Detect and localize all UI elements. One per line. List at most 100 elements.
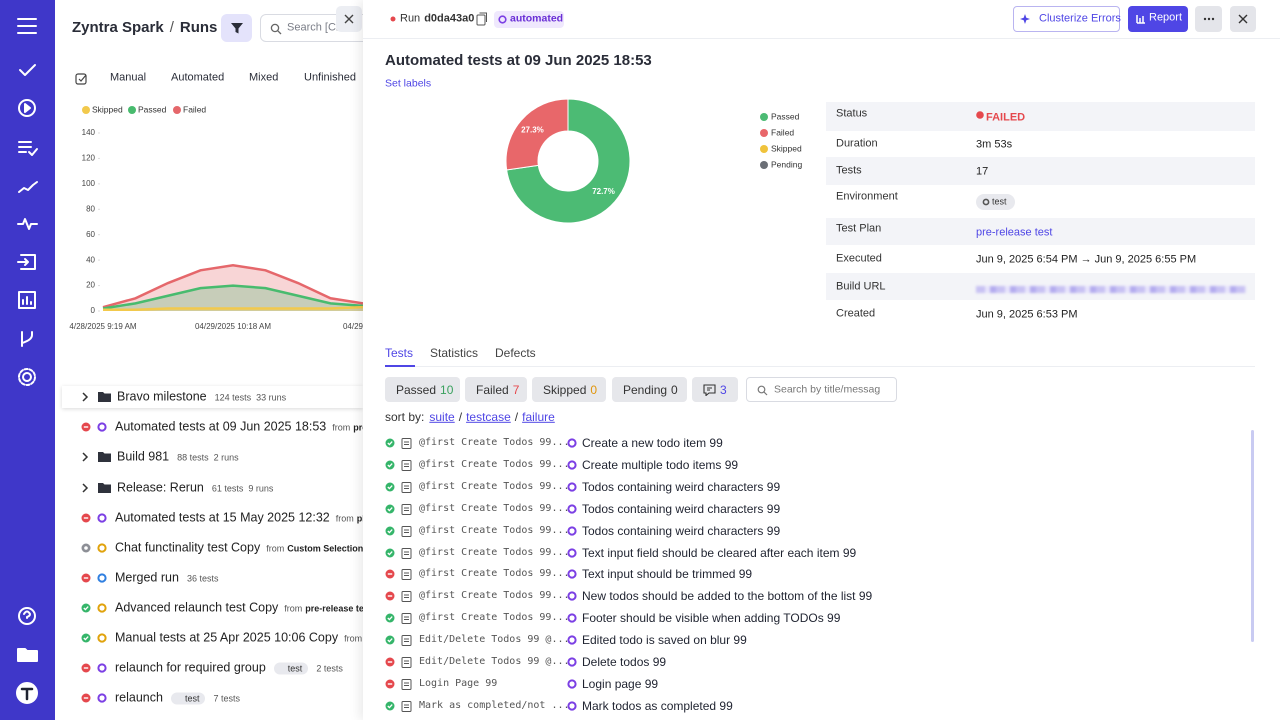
test-title[interactable]: Todos containing weird characters 99: [582, 479, 781, 494]
run-row[interactable]: relaunch test 7 tests: [115, 691, 240, 706]
test-title[interactable]: Text input should be trimmed 99: [582, 567, 753, 582]
pulse-icon[interactable]: [17, 218, 38, 230]
test-title[interactable]: Login page 99: [582, 676, 659, 691]
suite-name[interactable]: Edit/Delete Todos 99 @...: [419, 656, 570, 667]
suite-name[interactable]: Edit/Delete Todos 99 @...: [419, 634, 570, 646]
sidebar-icons: [16, 18, 38, 704]
expand-icon[interactable]: [81, 483, 89, 493]
test-title[interactable]: Create a new todo item 99: [582, 435, 723, 450]
test-plan-link[interactable]: pre-release test: [976, 226, 1053, 239]
run-type-icon: [97, 513, 107, 523]
automated-icon: [567, 701, 577, 711]
test-title[interactable]: Create multiple todo items 99: [582, 457, 739, 472]
more-icon: [1203, 17, 1215, 21]
run-type-tab[interactable]: Automated: [171, 71, 225, 84]
tests-icon[interactable]: [19, 64, 36, 76]
group-row[interactable]: Release: Rerun 61 tests 9 runs: [117, 481, 273, 496]
status-filter[interactable]: Skipped 0: [532, 377, 606, 402]
suite-name[interactable]: @first Create Todos 99...: [419, 546, 570, 558]
comments-count: 3: [720, 382, 727, 397]
test-title[interactable]: Delete todos 99: [582, 654, 667, 669]
info-label: Duration: [836, 137, 878, 150]
suite-name[interactable]: @first Create Todos 99...: [419, 458, 570, 470]
more-button[interactable]: [1195, 6, 1222, 32]
test-search[interactable]: Search by title/messag: [746, 377, 897, 402]
settings-icon[interactable]: [22, 372, 32, 382]
logo[interactable]: [16, 682, 38, 704]
run-row[interactable]: Advanced relaunch test Copy from pre-relea…: [115, 601, 363, 616]
run-header: Run d0da43a0: [400, 12, 474, 25]
expand-icon[interactable]: [81, 452, 89, 462]
group-row[interactable]: Bravo milestone 124 tests 33 runs: [117, 390, 286, 405]
select-icon[interactable]: [75, 72, 88, 85]
y-tick-label: 80: [86, 204, 95, 213]
test-title[interactable]: Todos containing weird characters 99: [582, 501, 781, 516]
close-button[interactable]: [1230, 6, 1256, 32]
run-type-tab[interactable]: Unfinished: [304, 71, 356, 84]
test-title[interactable]: Mark todos as completed 99: [582, 698, 733, 713]
test-title[interactable]: Edited todo is saved on blur 99: [582, 632, 747, 647]
test-case-icon: [401, 591, 412, 603]
close-filter-button[interactable]: [336, 6, 362, 32]
run-row[interactable]: Chat functinality test Copy from Custom Se…: [115, 541, 363, 556]
donut-slice: [506, 98, 631, 224]
expand-icon[interactable]: [81, 392, 89, 402]
suite-name[interactable]: @first Create Todos 99...: [419, 568, 570, 580]
suite-name[interactable]: @first Create Todos 99...: [419, 590, 570, 602]
run-row[interactable]: Merged run 36 tests: [115, 571, 218, 586]
suite-name[interactable]: Mark as completed/not ...: [419, 699, 570, 711]
runs-icon[interactable]: [18, 99, 36, 117]
comments-filter[interactable]: 3: [692, 377, 738, 402]
y-tick-label: 120: [82, 154, 96, 163]
status-filter[interactable]: Failed 7: [465, 377, 527, 402]
run-type-icon: [97, 422, 107, 432]
run-name: Automated tests at 15 May 2025 12:32: [115, 510, 330, 525]
run-row[interactable]: Automated tests at 09 Jun 2025 18:53 from…: [115, 420, 363, 435]
suite-name[interactable]: @first Create Todos 99...: [419, 524, 570, 536]
info-label: Test Plan: [836, 222, 882, 235]
suite-name[interactable]: Login Page 99: [419, 677, 498, 689]
run-detail-panel: 72.7% Passed 27.3% Failed Skipped Pending Run…: [363, 0, 1280, 720]
help-icon[interactable]: [18, 607, 36, 625]
group-name: Bravo milestone: [117, 389, 207, 404]
suite-name[interactable]: @first Create Todos 99...: [419, 612, 570, 624]
suite-name[interactable]: @first Create Todos 99...: [419, 502, 570, 514]
search-icon: [270, 23, 282, 35]
detail-tab[interactable]: Statistics: [430, 345, 479, 360]
branches-icon[interactable]: [21, 331, 33, 347]
detail-tab[interactable]: Tests: [385, 345, 414, 360]
run-type-icon: [97, 543, 107, 553]
suite-name[interactable]: @first Create Todos 99...: [419, 437, 570, 448]
report-button[interactable]: Report: [1128, 6, 1188, 32]
steps-icon[interactable]: [18, 181, 38, 193]
status-filter[interactable]: Pending 0: [612, 377, 687, 402]
run-row[interactable]: Manual tests at 25 Apr 2025 10:06 Copy fr…: [115, 631, 363, 646]
project-name[interactable]: Zyntra Spark: [72, 19, 164, 36]
filter-button[interactable]: [221, 14, 252, 42]
run-type-tab[interactable]: Manual: [110, 71, 147, 84]
set-labels-link[interactable]: Set labels: [385, 77, 432, 90]
sort-option[interactable]: failure: [522, 409, 555, 424]
test-title[interactable]: Todos containing weird characters 99: [582, 523, 781, 538]
sort-option[interactable]: suite: [429, 409, 455, 424]
menu-icon[interactable]: [17, 18, 37, 34]
detail-tab[interactable]: Defects: [495, 345, 536, 360]
projects-icon[interactable]: [17, 648, 38, 662]
run-row[interactable]: Automated tests at 15 May 2025 12:32 from…: [115, 511, 363, 526]
test-title[interactable]: New todos should be added to the bottom …: [582, 589, 873, 604]
run-type-tab[interactable]: Mixed: [249, 71, 279, 84]
run-row[interactable]: relaunch for required group test 2 tests: [115, 661, 343, 676]
group-row[interactable]: Build 981 88 tests 2 runs: [117, 450, 239, 465]
test-title[interactable]: Footer should be visible when adding TOD…: [582, 610, 841, 625]
status-filter[interactable]: Passed 10: [385, 377, 460, 402]
plans-icon[interactable]: [18, 141, 38, 156]
close-icon: [344, 14, 354, 24]
test-title[interactable]: Text input field should be cleared after…: [582, 545, 857, 560]
suite-name[interactable]: @first Create Todos 99...: [419, 480, 570, 492]
copy-icon[interactable]: [476, 12, 488, 26]
import-icon[interactable]: [17, 254, 36, 270]
analytics-icon[interactable]: [18, 291, 36, 309]
sort-option[interactable]: testcase: [466, 409, 511, 424]
from-label: from: [335, 513, 354, 524]
clusterize-button[interactable]: Clusterize Errors: [1013, 6, 1121, 32]
